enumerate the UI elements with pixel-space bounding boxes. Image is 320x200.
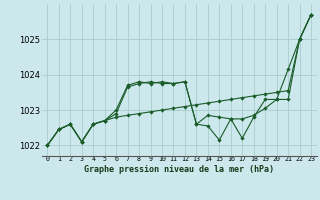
X-axis label: Graphe pression niveau de la mer (hPa): Graphe pression niveau de la mer (hPa) bbox=[84, 165, 274, 174]
